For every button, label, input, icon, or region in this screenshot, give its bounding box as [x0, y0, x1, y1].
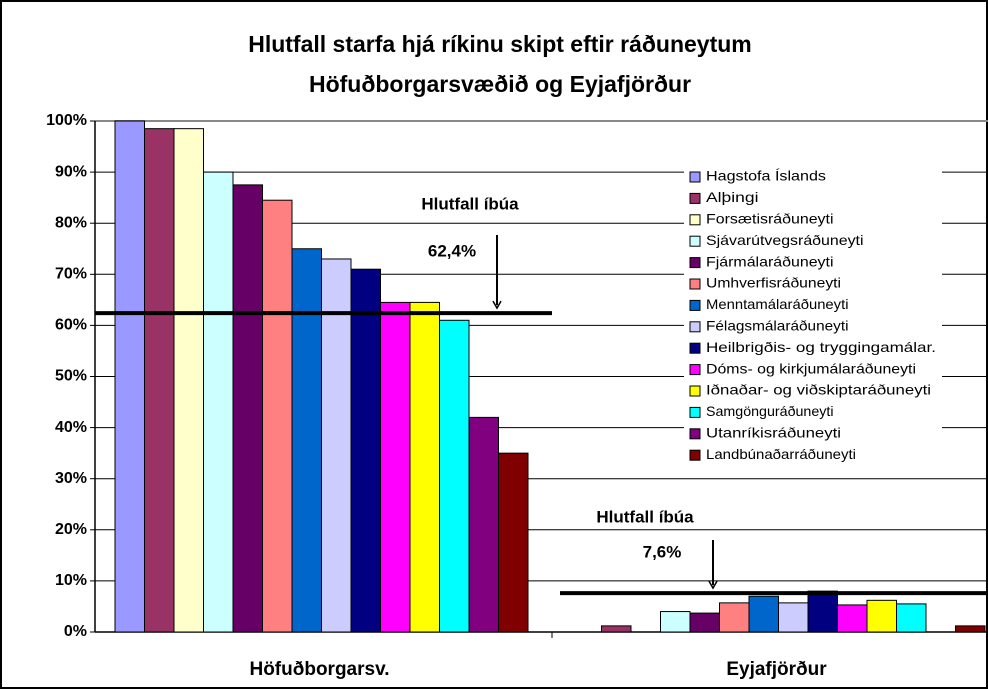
legend-swatch: [689, 342, 701, 354]
legend-label: Utanríkisráðuneyti: [706, 425, 841, 441]
legend-swatch: [689, 428, 701, 440]
legend-label: Fjármálaráðuneyti: [706, 253, 834, 269]
legend-swatch: [689, 171, 701, 183]
bar: [601, 625, 632, 633]
y-tick-label: 100%: [46, 112, 87, 129]
legend-swatch: [689, 321, 701, 333]
bar: [807, 590, 838, 633]
legend-label: Dóms- og kirkjumálaráðuneyti: [706, 360, 916, 376]
bar: [262, 199, 293, 633]
annotation-text: Hlutfall íbúa: [596, 507, 694, 526]
bar: [173, 128, 204, 633]
y-tick-label: 20%: [55, 521, 87, 538]
legend-swatch: [689, 385, 701, 397]
bar: [837, 604, 868, 633]
bar: [689, 612, 720, 633]
legend-swatch: [689, 214, 701, 226]
annotation-label: 7,6%: [643, 542, 682, 561]
bar: [380, 301, 411, 633]
y-tick-label: 30%: [55, 470, 87, 487]
bar: [468, 416, 499, 633]
legend-label: Landbúnaðarráðuneyti: [706, 446, 856, 462]
y-tick-label: 80%: [55, 214, 87, 231]
legend-swatch: [689, 257, 701, 269]
chart-subtitle: Höfuðborgarsvæðið og Eyjafjörður: [309, 71, 691, 97]
x-tick-label: Eyjafjörður: [726, 659, 827, 680]
bar: [439, 319, 470, 633]
legend-swatch: [689, 235, 701, 247]
arrow-head: [708, 580, 718, 590]
bar: [719, 602, 750, 633]
bar: [955, 625, 986, 633]
annotation-label: 62,4%: [428, 241, 476, 260]
legend-label: Hagstofa Íslands: [706, 168, 826, 184]
legend-label: Forsætisráðuneyti: [706, 211, 834, 227]
legend: [684, 165, 942, 467]
legend-label: Sjávarútvegsráðuneyti: [706, 232, 864, 248]
bar: [896, 603, 927, 633]
bar: [114, 120, 145, 633]
y-tick-label: 70%: [55, 266, 87, 283]
bar: [203, 171, 234, 633]
bar: [350, 268, 381, 633]
legend-label: Heilbrigðis- og tryggingamálar.: [706, 339, 936, 355]
y-tick-label: 10%: [55, 572, 87, 589]
chart-title: Hlutfall starfa hjá ríkinu skipt eftir r…: [248, 31, 752, 57]
legend-swatch: [689, 192, 701, 204]
legend-label: Alþingi: [706, 189, 759, 205]
legend-label: Iðnaðar- og viðskiptaráðuneyti: [706, 382, 931, 398]
bar: [144, 128, 175, 633]
bar: [660, 611, 691, 633]
legend-swatch: [689, 449, 701, 461]
legend-label: Samgönguráðuneyti: [706, 403, 834, 419]
y-tick-label: 50%: [55, 368, 87, 385]
y-tick-label: 40%: [55, 419, 87, 436]
y-tick-label: 0%: [64, 623, 87, 640]
legend-label: Umhverfisráðuneyti: [706, 275, 841, 291]
x-tick-label: Höfuðborgarsv.: [249, 659, 389, 680]
legend-swatch: [689, 278, 701, 290]
bar: [498, 452, 529, 633]
bar: [232, 184, 263, 633]
y-tick-label: 60%: [55, 317, 87, 334]
bar: [321, 258, 352, 633]
bar: [291, 248, 322, 633]
bar: [866, 599, 897, 633]
legend-swatch: [689, 299, 701, 311]
bar: [778, 602, 809, 633]
legend-label: Menntamálaráðuneyti: [706, 296, 849, 312]
legend-label: Félagsmálaráðuneyti: [706, 318, 849, 334]
legend-swatch: [689, 364, 701, 376]
bar: [409, 301, 440, 633]
bar: [748, 595, 779, 633]
arrow-head: [492, 300, 502, 310]
y-tick-label: 90%: [55, 163, 87, 180]
annotation-text: Hlutfall íbúa: [421, 194, 519, 213]
legend-swatch: [689, 406, 701, 418]
